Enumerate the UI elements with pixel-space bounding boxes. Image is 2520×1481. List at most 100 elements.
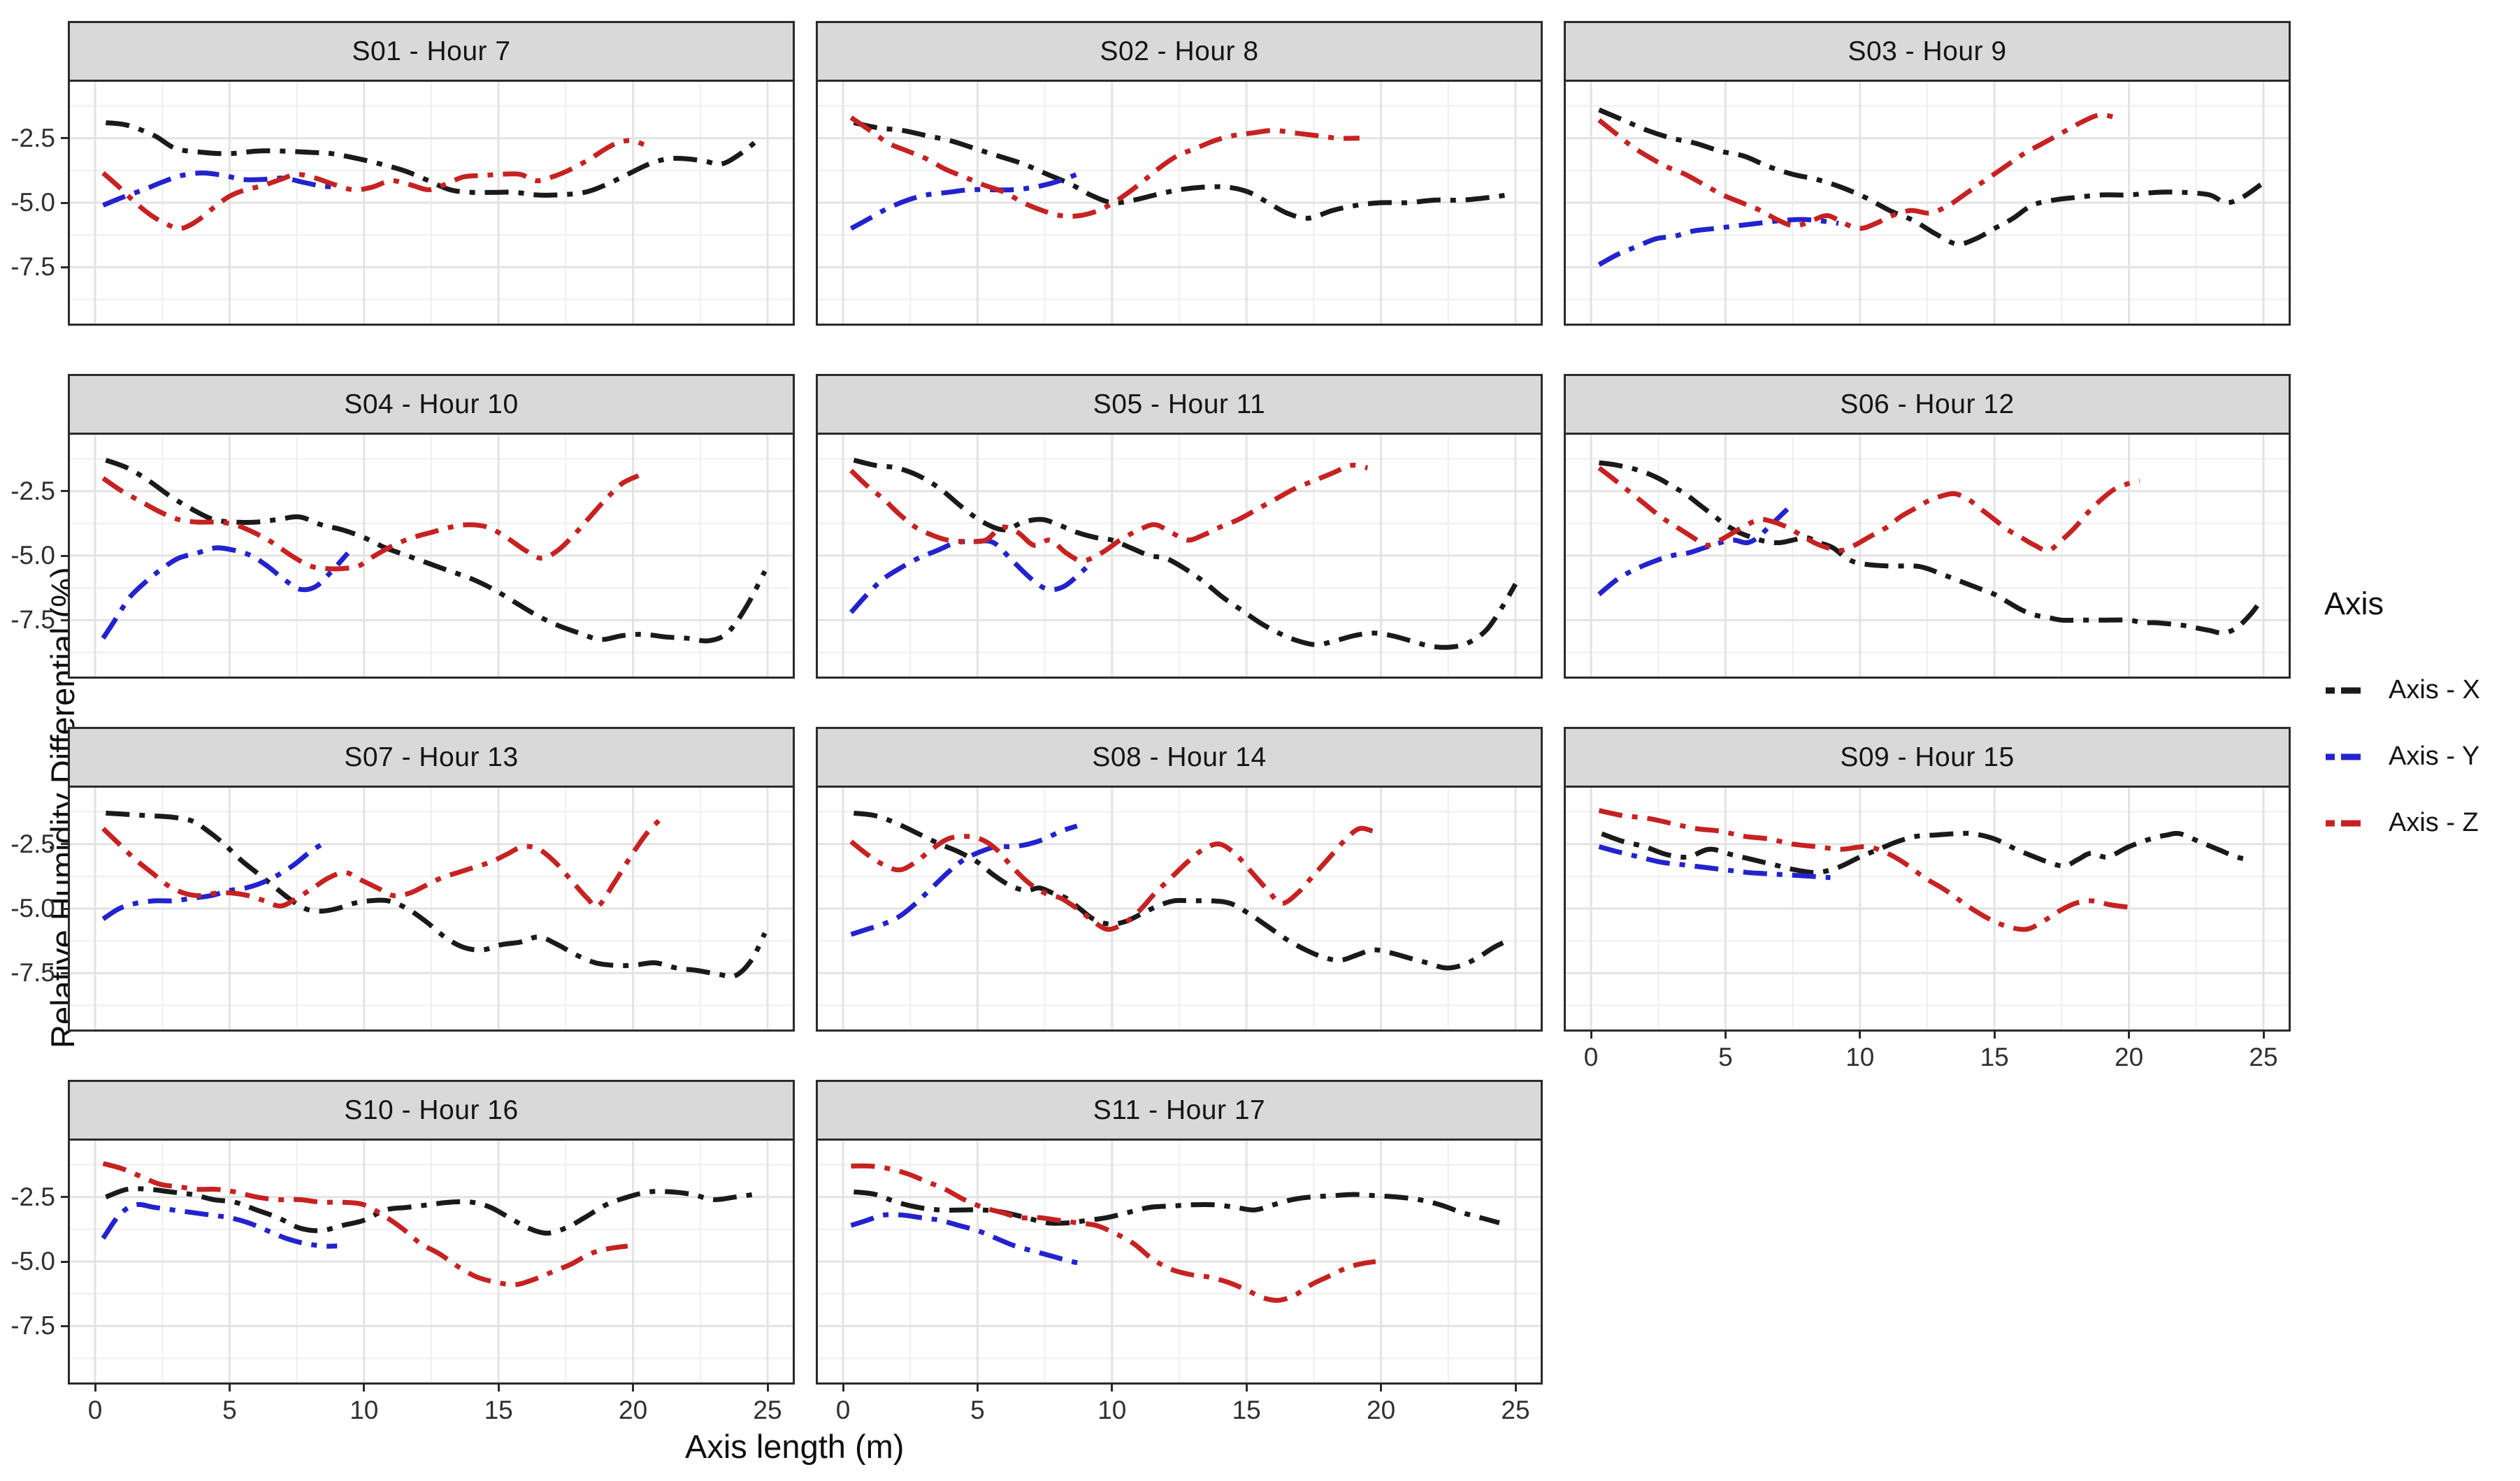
y-tick-mark <box>61 554 68 557</box>
x-tick-mark <box>94 1385 96 1392</box>
legend-label: Axis - Z <box>2389 808 2479 837</box>
y-tick-mark <box>61 137 68 140</box>
x-tick-label: 10 <box>1097 1396 1127 1424</box>
series-line-axis-x <box>1598 107 2263 247</box>
facet-panel: S11 - Hour 17 <box>816 1080 1543 1385</box>
x-tick-mark <box>976 1385 979 1392</box>
x-tick-label: 20 <box>1367 1396 1396 1424</box>
x-tick-mark <box>363 1385 366 1392</box>
series-line-axis-x <box>106 810 768 979</box>
series-line-axis-z <box>1597 112 2117 231</box>
x-tick-mark <box>1724 1032 1727 1039</box>
y-tick-label: -5.0 <box>10 1247 55 1276</box>
x-tick-label: 5 <box>1718 1043 1733 1071</box>
y-tick-label: -2.5 <box>10 123 55 152</box>
x-tick-label: 15 <box>484 1396 513 1424</box>
x-tick-label: 5 <box>222 1396 237 1424</box>
y-tick-label: -5.0 <box>10 541 55 570</box>
facet-panel: S09 - Hour 15 <box>1564 727 2291 1032</box>
series-line-axis-x <box>105 1186 755 1236</box>
y-tick-mark <box>61 1260 68 1263</box>
facet-panel: S04 - Hour 10 <box>68 374 795 679</box>
x-tick-label: 5 <box>970 1396 985 1424</box>
series-line-axis-x <box>853 1189 1500 1226</box>
x-tick-mark <box>1993 1032 1996 1039</box>
x-tick-mark <box>842 1385 844 1392</box>
x-tick-mark <box>1111 1385 1114 1392</box>
series-line-axis-z <box>1597 465 2140 554</box>
series-line-axis-z <box>849 115 1360 219</box>
dashed-line-key-icon <box>2326 820 2369 826</box>
facet-plot-area <box>818 435 1541 677</box>
x-tick-label: 10 <box>1845 1043 1875 1071</box>
facet-panel: S05 - Hour 11 <box>816 374 1543 679</box>
series-line-axis-x <box>1599 460 2261 636</box>
x-tick-mark <box>766 1385 769 1392</box>
series-line-axis-y <box>1597 217 1839 267</box>
dashed-line-key-icon <box>2326 687 2369 693</box>
legend-label: Axis - X <box>2389 675 2480 705</box>
y-tick-mark <box>61 1324 68 1327</box>
facet-panel: S01 - Hour 7 <box>68 21 795 326</box>
y-tick-mark <box>61 490 68 493</box>
facet-plot-area <box>818 1141 1541 1382</box>
series-line-axis-z <box>101 473 640 572</box>
x-tick-mark <box>2128 1032 2131 1039</box>
x-tick-label: 0 <box>1583 1043 1599 1071</box>
y-tick-mark <box>61 843 68 846</box>
facet-panel: S10 - Hour 16 <box>68 1080 795 1385</box>
x-tick-mark <box>1590 1032 1592 1039</box>
x-tick-mark <box>1380 1385 1383 1392</box>
x-tick-mark <box>632 1385 635 1392</box>
x-tick-mark <box>1859 1032 1862 1039</box>
x-axis-title: Axis length (m) <box>685 1428 905 1465</box>
x-tick-label: 0 <box>835 1396 851 1424</box>
dashed-line-key-icon <box>2326 753 2369 760</box>
facet-panel-title: S04 - Hour 10 <box>70 376 793 435</box>
series-line-axis-y <box>1598 844 1831 881</box>
series-line-axis-y <box>849 172 1078 231</box>
x-tick-label: 25 <box>2249 1043 2278 1071</box>
y-tick-label: -2.5 <box>10 476 55 505</box>
y-tick-mark <box>61 266 68 268</box>
x-tick-label: 10 <box>350 1396 379 1424</box>
y-tick-label: -7.5 <box>10 605 55 635</box>
series-line-axis-z <box>101 138 645 231</box>
series-line-axis-x <box>105 458 768 644</box>
x-tick-label: 15 <box>1980 1043 2009 1071</box>
series-line-axis-z <box>851 1163 1376 1303</box>
x-tick-mark <box>2262 1032 2265 1039</box>
x-tick-mark <box>497 1385 500 1392</box>
facet-panel-title: S09 - Hour 15 <box>1566 729 2289 788</box>
facet-plot-area <box>70 1141 793 1382</box>
series-line-axis-z <box>849 825 1374 932</box>
series-line-axis-z <box>101 818 662 909</box>
facet-panel-title: S01 - Hour 7 <box>70 23 793 82</box>
facet-panel-title: S10 - Hour 16 <box>70 1082 793 1141</box>
y-tick-label: -7.5 <box>10 1311 55 1341</box>
facet-plot-area <box>70 788 793 1030</box>
facet-panel-title: S03 - Hour 9 <box>1566 23 2289 82</box>
facet-plot-area <box>818 82 1541 324</box>
series-line-axis-z <box>849 463 1369 563</box>
series-line-axis-x <box>853 120 1508 221</box>
x-tick-mark <box>1245 1385 1248 1392</box>
x-tick-mark <box>228 1385 231 1392</box>
facet-panel: S02 - Hour 8 <box>816 21 1543 326</box>
facet-panel: S07 - Hour 13 <box>68 727 795 1032</box>
series-line-axis-y <box>101 545 350 640</box>
facet-panel: S06 - Hour 12 <box>1564 374 2291 679</box>
legend-label: Axis - Y <box>2389 742 2480 771</box>
legend-entry-axis-y: Axis - Y <box>2324 742 2479 772</box>
facet-panel-title: S05 - Hour 11 <box>818 376 1541 435</box>
x-tick-label: 20 <box>619 1396 648 1424</box>
y-tick-label: -7.5 <box>10 252 55 282</box>
facet-plot-area <box>1566 82 2289 324</box>
facet-plot-area <box>70 82 793 324</box>
x-tick-label: 0 <box>87 1396 103 1424</box>
facet-panel-title: S06 - Hour 12 <box>1566 376 2289 435</box>
legend-entry-axis-x: Axis - X <box>2324 675 2480 705</box>
y-tick-mark <box>61 619 68 621</box>
facet-panel-title: S08 - Hour 14 <box>818 729 1541 788</box>
